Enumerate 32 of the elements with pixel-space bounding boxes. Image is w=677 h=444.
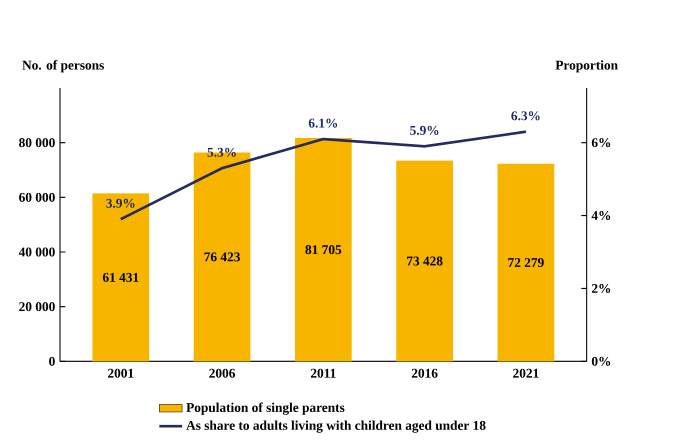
x-tick-label: 2011	[310, 368, 336, 378]
x-tick-label: 2001	[108, 368, 134, 378]
y-tick-label: 40 000	[18, 248, 55, 256]
data-label: 61 431	[102, 272, 138, 282]
y-tick-label: 20 000	[19, 302, 55, 312]
data-label: 6.1%	[308, 118, 338, 128]
bar	[498, 164, 554, 362]
x-tick-label: 2016	[412, 368, 438, 378]
bar	[294, 138, 352, 362]
data-label: 76 423	[204, 252, 240, 262]
bar	[92, 193, 150, 362]
y-tick-label: 60 000	[19, 192, 55, 202]
data-label: 3.9%	[106, 198, 135, 208]
data-label: 81 705	[305, 245, 342, 254]
y-tick-label: 80 000	[19, 138, 55, 148]
x-tick-label: 2021	[513, 368, 539, 378]
legend-label: As share to adults living with children aged under 18	[186, 420, 486, 433]
y2-tick-label: 2%	[592, 284, 610, 293]
y2-axis-title: Proportion	[556, 60, 618, 72]
y2-tick-label: 4%	[592, 211, 610, 220]
bar	[396, 160, 453, 362]
y2-tick-label: 0%	[592, 356, 610, 366]
y-tick-label: 0	[49, 356, 55, 366]
y2-tick-label: 6%	[592, 138, 610, 148]
legend-label: Population of single parents	[186, 402, 344, 415]
data-label: 5.3%	[208, 148, 236, 157]
data-label: 73 428	[407, 256, 443, 266]
y-axis-title: No. of persons	[22, 60, 104, 72]
data-label: 5.9%	[410, 126, 438, 135]
x-tick-label: 2006	[209, 368, 235, 378]
data-label: 6.3%	[511, 111, 540, 120]
data-label: 72 279	[508, 258, 544, 268]
